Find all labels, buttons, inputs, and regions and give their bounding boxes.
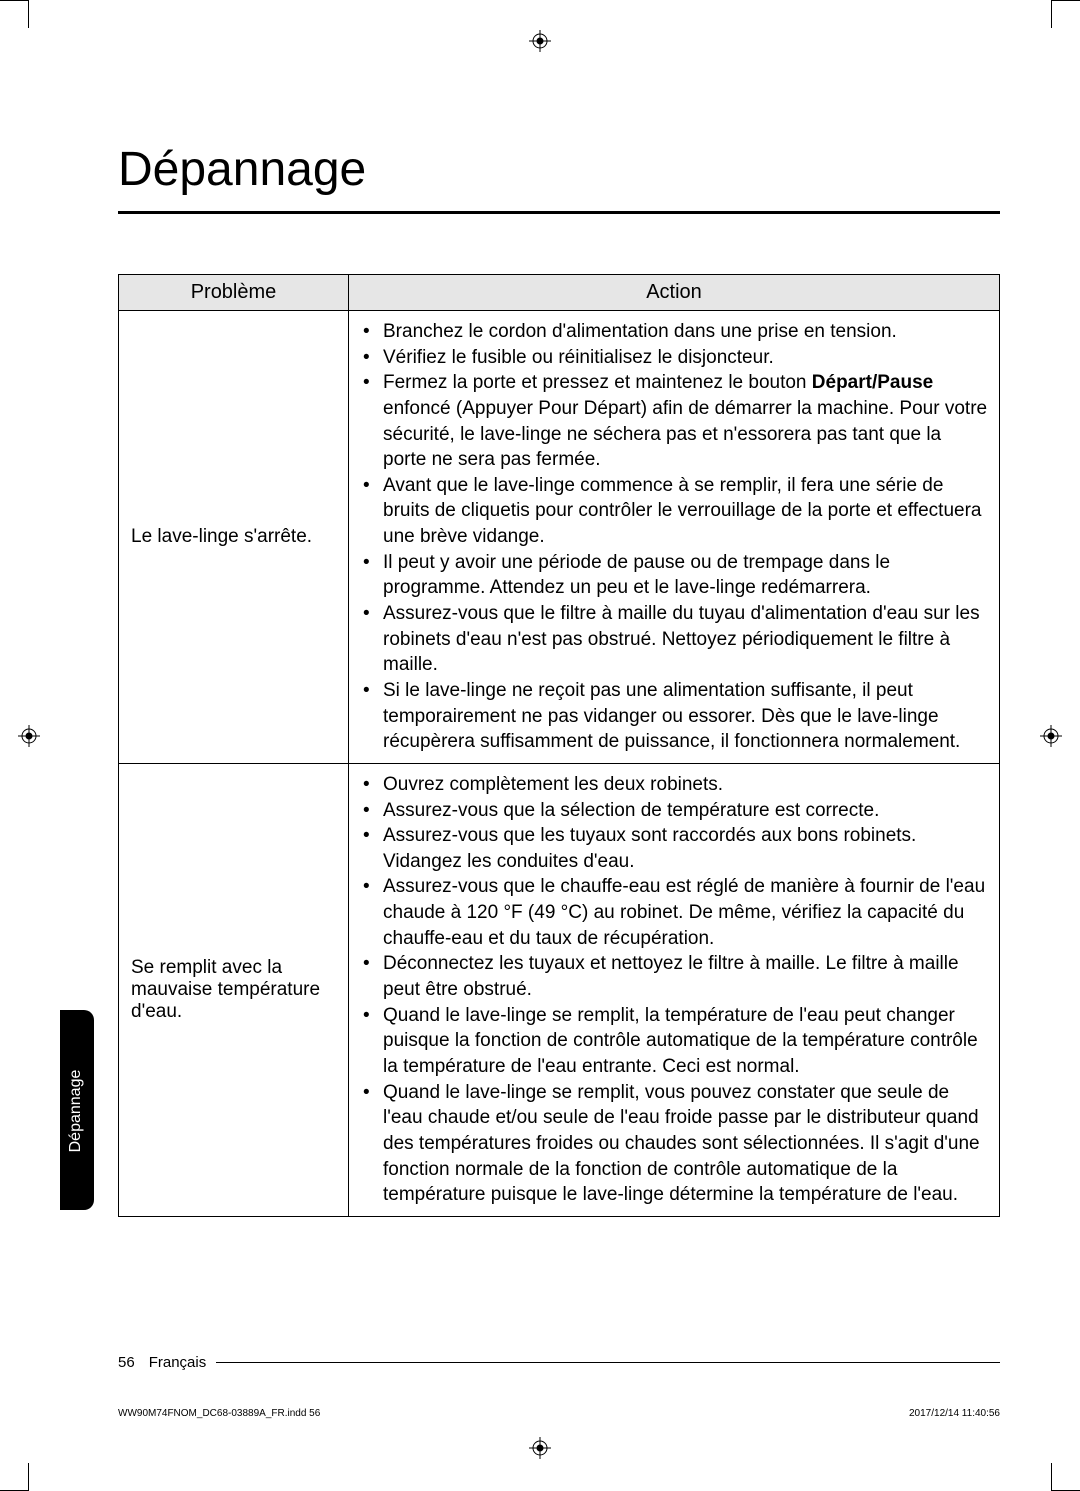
crop-mark [1052, 0, 1080, 1]
page-number: 56 [118, 1354, 135, 1371]
troubleshooting-table: Problème Action Le lave-linge s'arrête.B… [118, 274, 1000, 1217]
crop-mark [0, 0, 28, 1]
crop-mark [28, 1463, 29, 1491]
action-item: Ouvrez complètement les deux robinets. [349, 772, 989, 798]
action-item: Vérifiez le fusible ou réinitialisez le … [349, 345, 989, 371]
action-item: Il peut y avoir une période de pause ou … [349, 550, 989, 601]
registration-mark-icon [1040, 725, 1062, 747]
page-footer: 56 Français [118, 1354, 1000, 1371]
action-item: Assurez-vous que le chauffe-eau est régl… [349, 874, 989, 951]
action-item: Si le lave-linge ne reçoit pas une alime… [349, 678, 989, 755]
table-cell-action: Branchez le cordon d'alimentation dans u… [349, 311, 1000, 764]
table-cell-action: Ouvrez complètement les deux robinets.As… [349, 763, 1000, 1216]
action-item: Avant que le lave-linge commence à se re… [349, 473, 989, 550]
footer-meta: WW90M74FNOM_DC68-03889A_FR.indd 56 2017/… [118, 1408, 1000, 1419]
crop-mark [28, 0, 29, 28]
action-item: Déconnectez les tuyaux et nettoyez le fi… [349, 951, 989, 1002]
action-item: Assurez-vous que la sélection de tempéra… [349, 798, 989, 824]
footer-rule [216, 1362, 1000, 1363]
registration-mark-icon [18, 725, 40, 747]
crop-mark [1051, 0, 1052, 28]
action-item: Quand le lave-linge se remplit, vous pou… [349, 1080, 989, 1208]
footer-timestamp: 2017/12/14 11:40:56 [909, 1408, 1000, 1419]
action-item: Assurez-vous que le filtre à maille du t… [349, 601, 989, 678]
registration-mark-icon [529, 30, 551, 52]
table-header-problem: Problème [119, 275, 349, 311]
footer-file: WW90M74FNOM_DC68-03889A_FR.indd 56 [118, 1408, 320, 1419]
action-item: Fermez la porte et pressez et maintenez … [349, 370, 989, 473]
action-item: Assurez-vous que les tuyaux sont raccord… [349, 823, 989, 874]
action-item: Quand le lave-linge se remplit, la tempé… [349, 1003, 989, 1080]
footer-language: Français [149, 1354, 207, 1371]
crop-mark [1051, 1463, 1052, 1491]
table-cell-problem: Le lave-linge s'arrête. [119, 311, 349, 764]
registration-mark-icon [529, 1437, 551, 1459]
table-cell-problem: Se remplit avec la mauvaise température … [119, 763, 349, 1216]
table-header-action: Action [349, 275, 1000, 311]
side-tab: Dépannage [60, 1010, 94, 1210]
action-item: Branchez le cordon d'alimentation dans u… [349, 319, 989, 345]
side-tab-label: Dépannage [67, 1061, 85, 1161]
page-title: Dépannage [118, 142, 1000, 214]
